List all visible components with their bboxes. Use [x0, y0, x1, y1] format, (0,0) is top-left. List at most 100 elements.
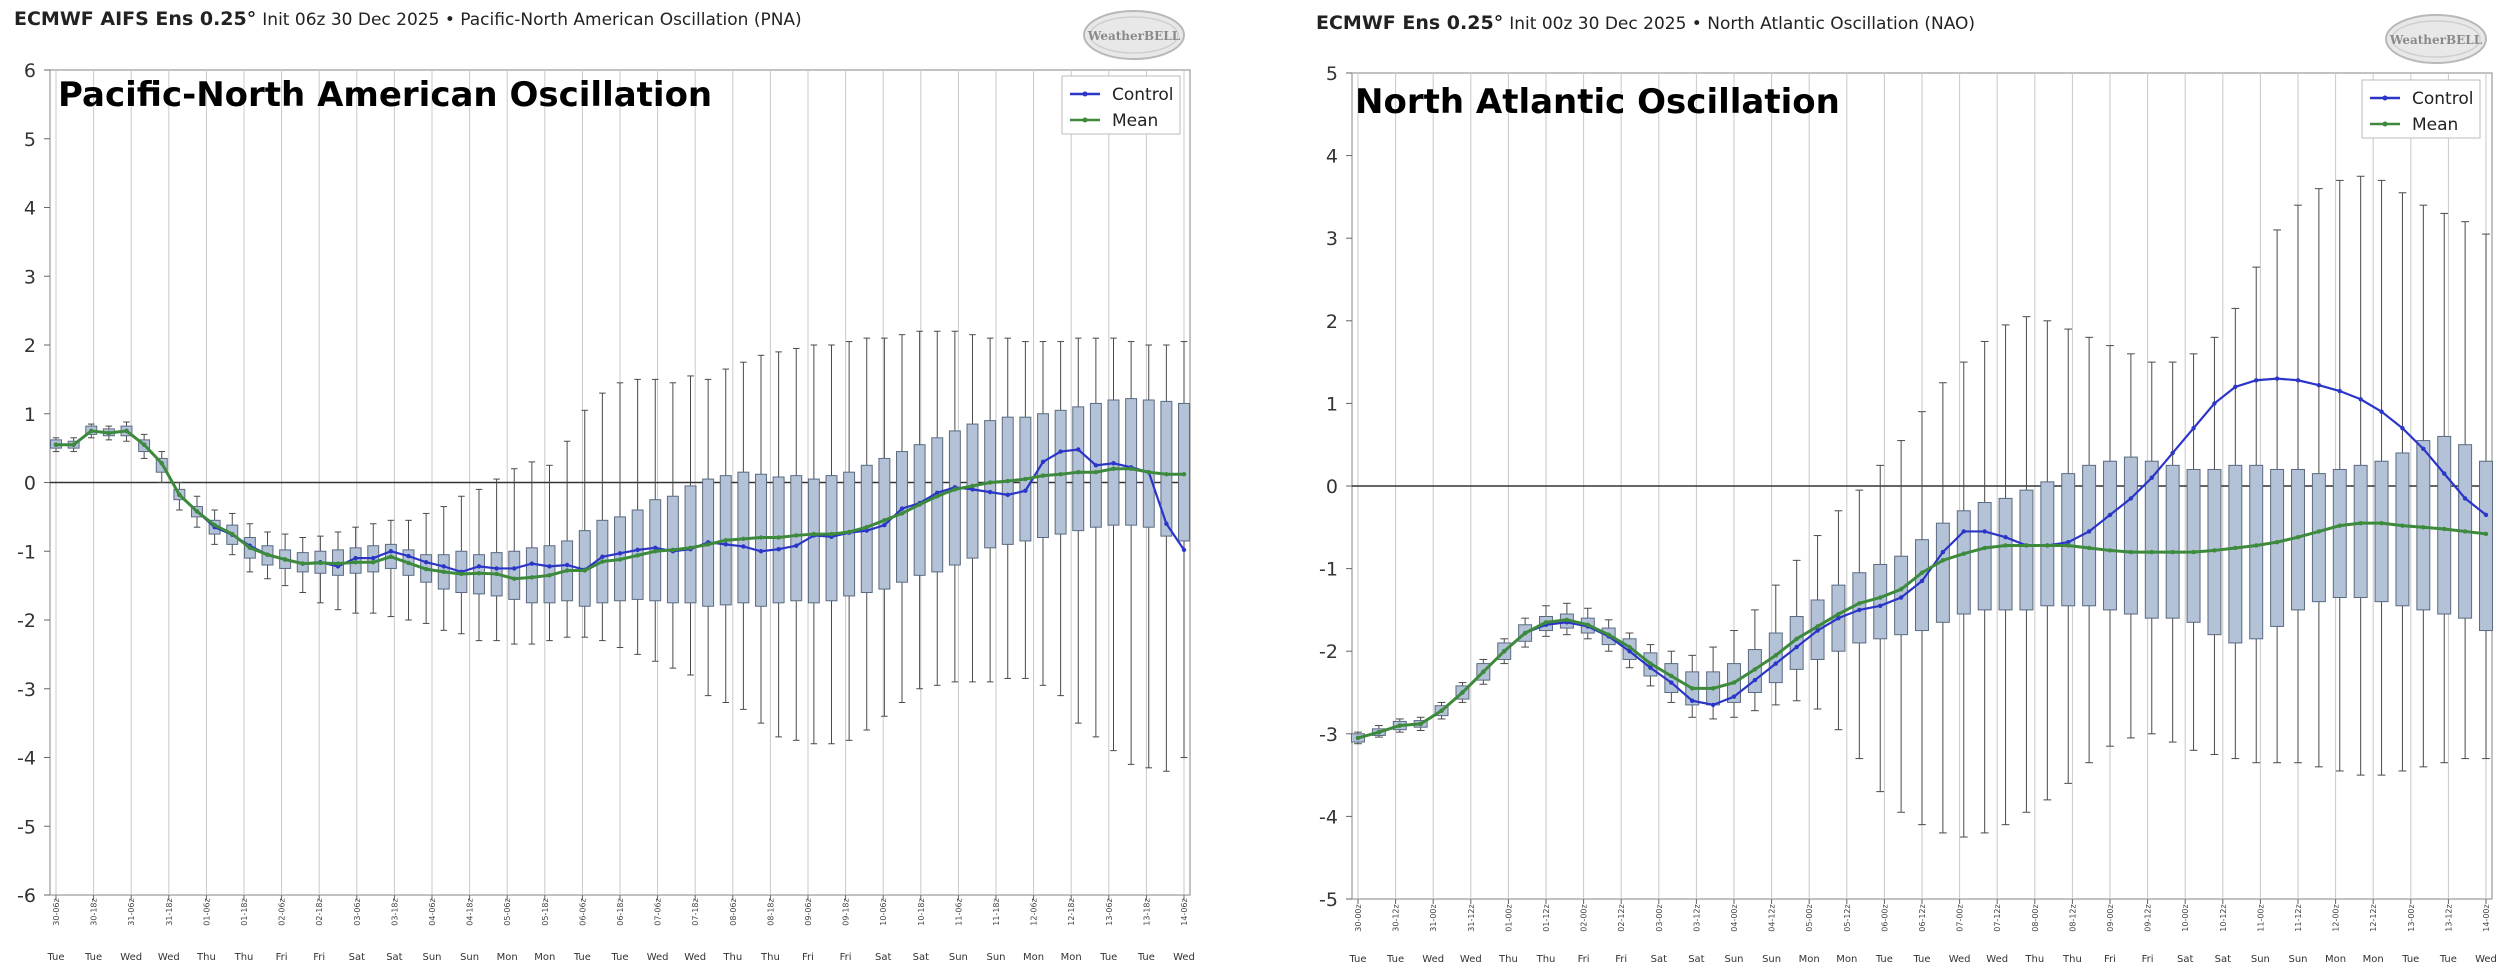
- control-point: [1111, 461, 1116, 466]
- mean-point: [2295, 535, 2301, 540]
- x-tick-label: 02-00z: [1580, 904, 1589, 931]
- box-iqr: [1160, 400, 1173, 537]
- mean-point: [1397, 723, 1402, 728]
- mean-point: [1093, 469, 1099, 475]
- x-tick-label: 05-06z: [503, 898, 512, 925]
- box-iqr: [948, 430, 961, 566]
- control-point: [723, 542, 728, 547]
- nao-chart-title: North Atlantic Oscillation: [1355, 82, 1840, 122]
- y-tick-label: -1: [17, 541, 36, 563]
- x-tick-label: 30-06z: [52, 898, 61, 925]
- control-point: [423, 560, 429, 565]
- mean-point: [2128, 549, 2134, 555]
- control-point: [2483, 512, 2489, 518]
- control-point: [2379, 409, 2384, 414]
- mean-point: [494, 571, 499, 577]
- x-tick-label: 31-06z: [127, 898, 136, 925]
- x-tick-label: 10-00z: [2181, 904, 2190, 931]
- mean-point: [2107, 548, 2113, 553]
- mean-point: [653, 549, 658, 554]
- control-point: [2191, 425, 2196, 431]
- mean-point: [899, 511, 905, 516]
- control-point: [1940, 549, 1946, 555]
- mean-point: [635, 553, 640, 558]
- x-day-label: Wed: [684, 952, 706, 963]
- control-point: [2170, 450, 2175, 456]
- mean-point: [371, 560, 376, 565]
- pna-chart-title: Pacific-North American Oscillation: [58, 75, 712, 115]
- mean-point: [970, 483, 975, 489]
- legend: Control Mean: [2361, 79, 2481, 139]
- control-point: [529, 561, 535, 566]
- x-tick-label: 11-00z: [2256, 904, 2265, 931]
- mean-point: [423, 566, 429, 572]
- mean-point: [1376, 729, 1382, 735]
- mean-point: [864, 524, 869, 530]
- x-day-label: Thu: [196, 952, 216, 963]
- control-point: [1773, 661, 1778, 666]
- mean-point: [194, 509, 200, 514]
- box-iqr: [2353, 464, 2368, 599]
- x-day-label: Mon: [1836, 954, 1857, 965]
- x-tick-label: 07-18z: [691, 898, 700, 925]
- mean-point: [1111, 466, 1116, 471]
- mean-point: [1439, 708, 1444, 713]
- mean-point: [987, 480, 993, 485]
- x-tick-label: 10-06z: [879, 898, 888, 925]
- x-day-label: Wed: [647, 952, 669, 963]
- x-day-label: Tue: [1348, 954, 1366, 965]
- x-tick-label: 31-12z: [1467, 904, 1476, 931]
- mean-point: [2254, 543, 2259, 548]
- control-point: [1648, 665, 1653, 670]
- legend-label-mean: Mean: [2412, 115, 2458, 135]
- legend: Control Mean: [1061, 75, 1181, 135]
- y-tick-label: -6: [17, 885, 36, 907]
- control-point: [2442, 471, 2447, 476]
- x-tick-label: 08-18z: [766, 898, 775, 925]
- mean-point: [1940, 558, 1946, 563]
- x-day-label: Sun: [986, 952, 1005, 963]
- x-tick-label: 03-12z: [1692, 904, 1701, 931]
- mean-point: [1815, 624, 1820, 629]
- x-day-label: Fri: [313, 952, 325, 963]
- control-point: [547, 564, 552, 569]
- mean-point: [829, 531, 834, 537]
- x-day-label: Thu: [760, 952, 780, 963]
- y-tick-label: -5: [1319, 889, 1338, 911]
- y-tick-label: 2: [1326, 311, 1338, 333]
- control-point: [653, 545, 658, 551]
- legend-box: [2361, 79, 2481, 139]
- mean-point: [547, 573, 552, 578]
- control-point: [1040, 459, 1046, 465]
- mean-point: [353, 560, 358, 565]
- mean-point: [811, 531, 817, 537]
- y-tick-label: 0: [24, 473, 36, 495]
- mean-point: [776, 535, 781, 540]
- mean-point: [1961, 551, 1966, 556]
- control-point: [1961, 529, 1966, 534]
- control-point: [1857, 607, 1862, 613]
- legend-label-mean: Mean: [1112, 111, 1158, 131]
- x-day-label: Sun: [2288, 954, 2307, 965]
- x-day-label: Thu: [2024, 954, 2044, 965]
- svg-text:WeatherBELL: WeatherBELL: [2389, 33, 2483, 47]
- x-day-label: Sat: [1651, 954, 1667, 965]
- box-iqr: [2374, 460, 2389, 603]
- x-tick-label: 11-18z: [992, 898, 1001, 925]
- pna-header: ECMWF AIFS Ens 0.25° Init 06z 30 Dec 202…: [14, 8, 802, 30]
- x-tick-label: 05-12z: [1843, 904, 1852, 931]
- mean-point: [617, 557, 623, 562]
- mean-point: [476, 571, 482, 576]
- mean-point: [2045, 543, 2050, 548]
- x-day-label: Tue: [1099, 952, 1117, 963]
- control-point: [2358, 397, 2363, 402]
- x-tick-label: 12-12z: [2369, 904, 2378, 931]
- mean-point: [670, 547, 676, 553]
- box-iqr: [508, 550, 521, 600]
- x-day-label: Wed: [1173, 952, 1195, 963]
- mean-point: [1481, 669, 1486, 675]
- box-iqr: [807, 478, 820, 604]
- box-iqr: [2123, 456, 2138, 615]
- y-tick-label: -4: [17, 748, 36, 770]
- x-day-label: Thu: [1536, 954, 1556, 965]
